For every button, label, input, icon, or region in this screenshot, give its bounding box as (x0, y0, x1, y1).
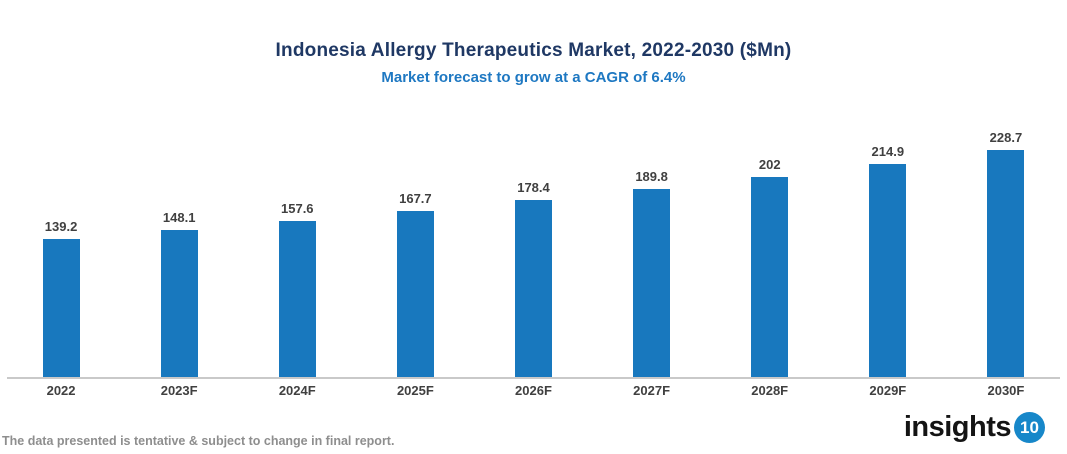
bar-column: 139.2 (2, 219, 120, 377)
bar-column: 157.6 (238, 201, 356, 377)
x-axis-tick-label: 2029F (869, 383, 907, 398)
bar-chart: 139.2 148.1 157.6 167.7 178.4 189.8 202 214.9 22… (2, 129, 1065, 398)
bar-value-label: 148.1 (162, 210, 196, 226)
bar (160, 230, 198, 377)
bar-value-label: 167.7 (399, 190, 432, 206)
bar-value-label: 139.2 (44, 218, 78, 234)
bar-column: 202 (711, 157, 829, 377)
bar (42, 238, 80, 377)
bar-column: 167.7 (356, 191, 474, 377)
chart-title: Indonesia Allergy Therapeutics Market, 2… (275, 40, 792, 61)
bar (633, 188, 671, 377)
bar-value-label: 228.7 (989, 130, 1023, 146)
x-axis-tick-label: 2024F (278, 383, 316, 398)
bar-value-label: 157.6 (281, 200, 314, 216)
x-axis-tick-label: 2027F (633, 383, 671, 398)
bar-value-label: 202 (758, 156, 781, 172)
x-axis-tick-label: 2028F (751, 383, 789, 398)
bar (869, 163, 907, 377)
bar-column: 178.4 (474, 180, 592, 377)
bar-value-label: 214.9 (871, 143, 905, 159)
bar-column: 189.8 (593, 169, 711, 377)
x-axis-tick-label: 2022 (46, 383, 76, 398)
bar-column: 228.7 (947, 130, 1065, 377)
insights10-logo: insights 10 (904, 411, 1045, 444)
x-axis-line (7, 377, 1060, 379)
bar (278, 220, 316, 377)
bar (396, 210, 434, 377)
logo-badge-circle: 10 (1014, 412, 1045, 443)
x-axis-tick-label: 2026F (515, 383, 552, 398)
logo-text: insights (903, 411, 1012, 443)
x-axis-labels: 2022 2023F 2024F 2025F 2026F 2027F 2028F 2029F 2… (2, 383, 1065, 398)
bar-value-label: 178.4 (517, 180, 550, 195)
bar-column: 148.1 (120, 210, 238, 377)
bar-value-label: 189.8 (635, 168, 668, 184)
x-axis-tick-label: 2023F (160, 383, 198, 398)
chart-subtitle: Market forecast to grow at a CAGR of 6.4… (381, 69, 686, 86)
bars-plot-area: 139.2 148.1 157.6 167.7 178.4 189.8 202 214.9 22… (2, 129, 1065, 377)
bar-column: 214.9 (829, 144, 947, 377)
bar (514, 200, 552, 377)
bar (751, 176, 789, 377)
x-axis-tick-label: 2030F (987, 383, 1025, 398)
x-axis-tick-label: 2025F (396, 383, 434, 398)
bar (987, 150, 1025, 377)
footer-note: The data presented is tentative & subjec… (2, 434, 395, 448)
